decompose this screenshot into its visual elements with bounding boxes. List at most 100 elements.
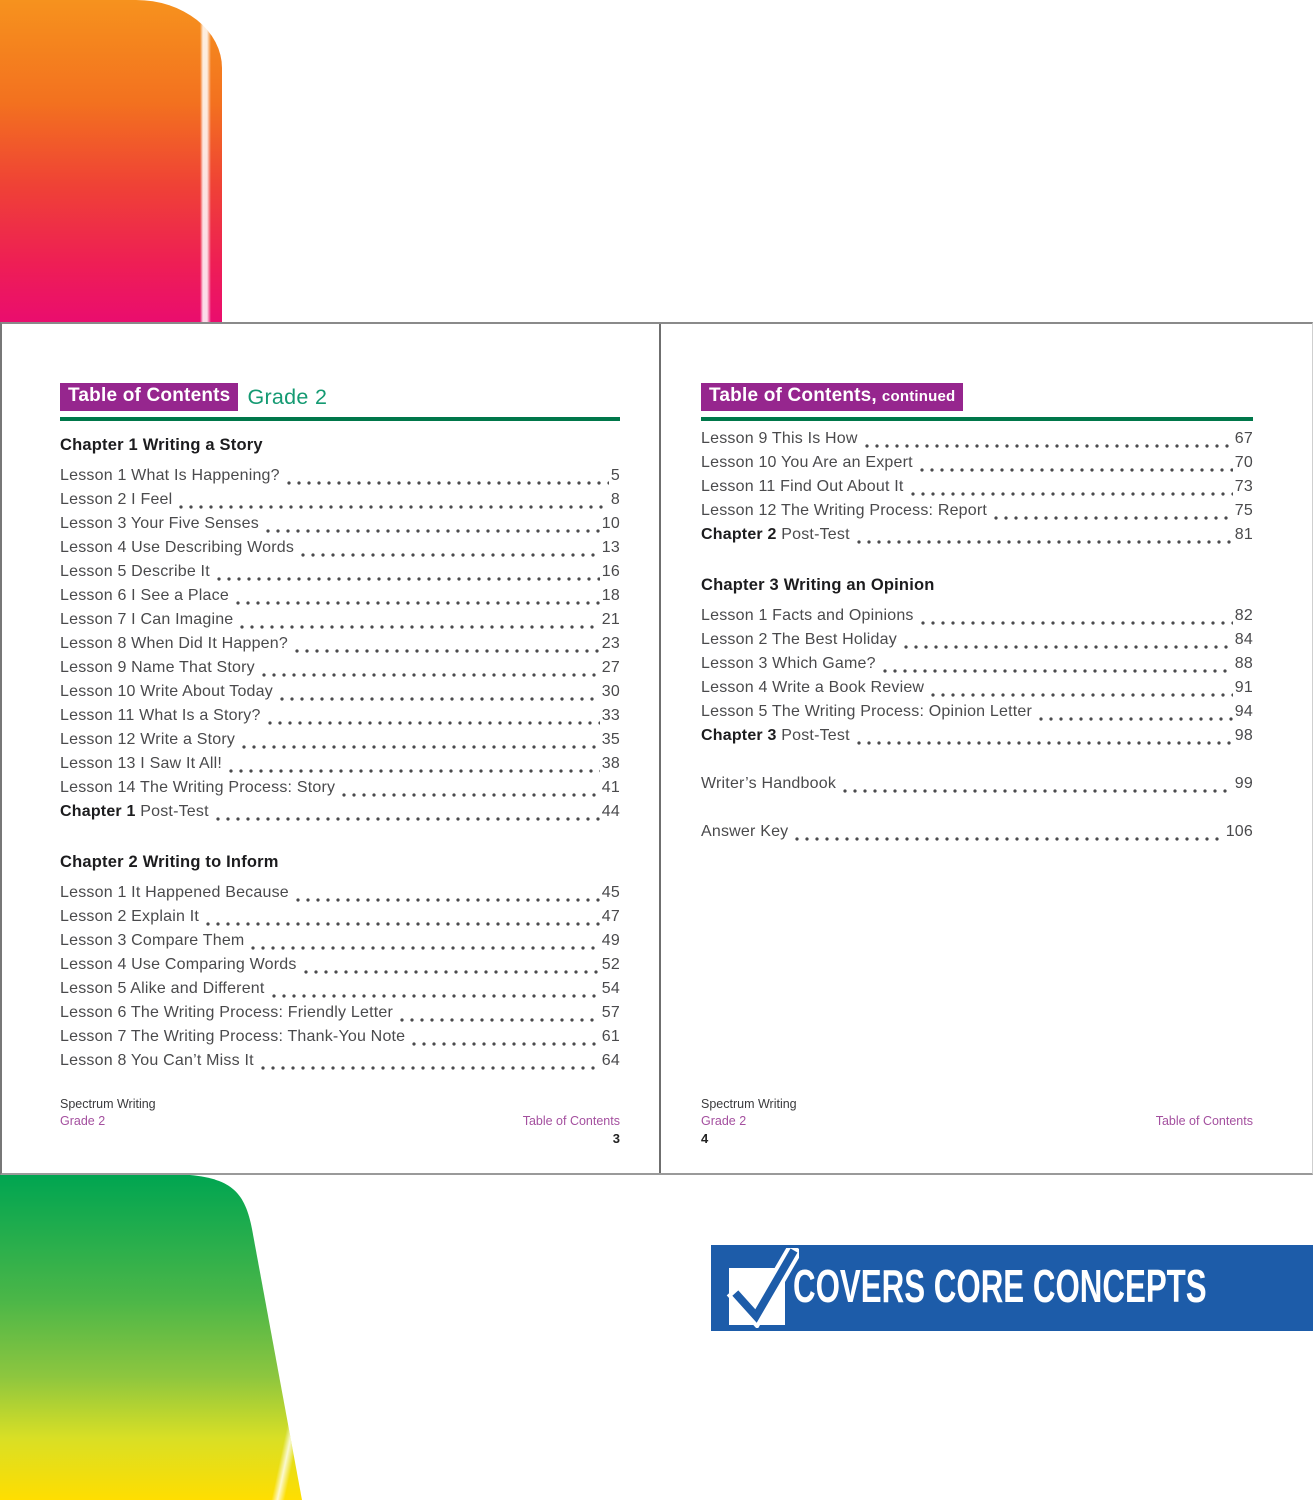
toc-entry-label: Lesson 10 Write About Today	[60, 683, 273, 700]
toc-entry-label: Lesson 4 Use Describing Words	[60, 539, 295, 556]
toc-entry-label: Lesson 3 Compare Them	[60, 932, 245, 949]
toc-leader-dots	[260, 1066, 600, 1070]
toc-entry-label: Lesson 7 The Writing Process: Thank-You …	[60, 1028, 406, 1045]
toc-entry-label: Lesson 14 The Writing Process: Story	[60, 779, 336, 796]
toc-entry-page: 27	[601, 659, 620, 676]
chapter-heading: Chapter 2 Writing to Inform	[60, 853, 279, 871]
toc-list: Lesson 1 Facts and Opinions 82 Lesson 2 Th…	[701, 607, 1253, 751]
footer-series: Spectrum Writing	[60, 1097, 156, 1111]
toc-leader-dots	[1039, 717, 1233, 721]
toc-entry: Lesson 4 Use Comparing Words 52	[60, 956, 620, 980]
toc-leader-dots	[994, 516, 1233, 520]
toc-entry-label: Lesson 11 What Is a Story?	[60, 707, 261, 724]
toc-entry: Lesson 10 Write About Today 30	[60, 683, 620, 707]
toc-spread: Table of Contents Grade 2 Chapter 1 Writ…	[0, 322, 1313, 1175]
toc-list: Writer’s Handbook 99	[701, 775, 1253, 799]
toc-entry: Lesson 3 Compare Them 49	[60, 932, 620, 956]
toc-entry-label: Lesson 3 Which Game?	[701, 655, 876, 672]
toc-entry-page: 98	[1234, 727, 1253, 744]
toc-leader-dots	[342, 793, 600, 797]
toc-leader-dots	[229, 769, 600, 773]
page-title-banner: Table of Contents, continued	[701, 383, 964, 411]
toc-entry-label: Lesson 7 I Can Imagine	[60, 611, 234, 628]
toc-entry-page: 94	[1234, 703, 1253, 720]
toc-entry-label: Lesson 4 Write a Book Review	[701, 679, 925, 696]
toc-entry-label: Chapter 1 Post-Test	[60, 803, 209, 820]
toc-entry: Lesson 11 Find Out About It 73	[701, 478, 1253, 502]
page-footer: Spectrum Writing Grade 2 4 Table of Cont…	[701, 1096, 1253, 1147]
toc-sections: Chapter 1 Writing a Story Lesson 1 What I…	[60, 436, 620, 1076]
toc-leader-dots	[795, 837, 1224, 841]
toc-entry-label: Answer Key	[701, 823, 789, 840]
toc-entry-page: 70	[1234, 454, 1253, 471]
toc-leader-dots	[294, 649, 600, 653]
toc-entry-page: 47	[601, 908, 620, 925]
toc-leader-dots	[261, 673, 600, 677]
toc-entry-page: 38	[601, 755, 620, 772]
toc-leader-dots	[864, 444, 1233, 448]
toc-entry: Lesson 5 The Writing Process: Opinion Le…	[701, 703, 1253, 727]
decor-gradient-top-left	[0, 0, 222, 322]
toc-entry-label: Lesson 9 Name That Story	[60, 659, 255, 676]
toc-entry-page: 44	[601, 803, 620, 820]
toc-entry: Lesson 3 Your Five Senses 10	[60, 515, 620, 539]
toc-entry-label: Lesson 11 Find Out About It	[701, 478, 904, 495]
toc-entry-page: 99	[1234, 775, 1253, 792]
toc-entry: Lesson 2 I Feel 8	[60, 491, 620, 515]
toc-entry-label: Lesson 2 Explain It	[60, 908, 199, 925]
toc-entry-page: 82	[1234, 607, 1253, 624]
toc-entry-page: 67	[1234, 430, 1253, 447]
section-rule	[701, 417, 1253, 421]
toc-leader-dots	[179, 505, 609, 509]
toc-entry-label: Chapter 2 Post-Test	[701, 526, 850, 543]
footer-page-number: 4	[701, 1131, 709, 1146]
page-title-continued: continued	[881, 388, 956, 405]
toc-entry-page: 33	[601, 707, 620, 724]
toc-leader-dots	[286, 481, 609, 485]
toc-leader-dots	[215, 817, 600, 821]
toc-entry-label: Lesson 5 Alike and Different	[60, 980, 265, 997]
toc-leader-dots	[295, 898, 600, 902]
toc-entry: Lesson 3 Which Game? 88	[701, 655, 1253, 679]
footer-series: Spectrum Writing	[701, 1097, 797, 1111]
toc-leader-dots	[856, 540, 1233, 544]
page-title: Table of Contents,	[709, 385, 877, 406]
toc-entry-page: 73	[1234, 478, 1253, 495]
toc-leader-dots	[216, 577, 600, 581]
toc-entry-label: Chapter 3 Post-Test	[701, 727, 850, 744]
toc-entry-page: 5	[610, 467, 620, 484]
toc-leader-dots	[920, 621, 1233, 625]
toc-entry-page: 21	[601, 611, 620, 628]
toc-entry: Lesson 1 It Happened Because 45	[60, 884, 620, 908]
section-rule	[60, 417, 620, 421]
toc-entry: Lesson 9 Name That Story 27	[60, 659, 620, 683]
toc-entry-page: 106	[1225, 823, 1253, 840]
toc-entry: Answer Key 106	[701, 823, 1253, 847]
core-concepts-label: COVERS CORE CONCEPTS	[793, 1259, 1207, 1312]
toc-entry-page: 91	[1234, 679, 1253, 696]
toc-entry-page: 61	[601, 1028, 620, 1045]
footer-section: Table of Contents	[522, 1114, 620, 1128]
toc-list: Lesson 1 What Is Happening? 5 Lesson 2 I F…	[60, 467, 620, 827]
toc-entry: Lesson 12 The Writing Process: Report 75	[701, 502, 1253, 526]
toc-entry-label: Lesson 5 Describe It	[60, 563, 210, 580]
toc-entry: Lesson 6 I See a Place 18	[60, 587, 620, 611]
toc-leader-dots	[235, 601, 600, 605]
page-title-banner: Table of Contents	[60, 383, 239, 411]
toc-entry: Lesson 5 Alike and Different 54	[60, 980, 620, 1004]
decor-gradient-bottom-left	[0, 1175, 302, 1500]
toc-list: Lesson 9 This Is How 67 Lesson 10 You Are …	[701, 430, 1253, 550]
toc-leader-dots	[301, 553, 600, 557]
toc-leader-dots	[910, 492, 1233, 496]
page-footer: Spectrum Writing Grade 2 Table of Conten…	[60, 1096, 620, 1147]
toc-entry-label: Lesson 1 It Happened Because	[60, 884, 289, 901]
toc-leader-dots	[919, 468, 1233, 472]
toc-entry: Lesson 9 This Is How 67	[701, 430, 1253, 454]
toc-entry-label: Lesson 4 Use Comparing Words	[60, 956, 297, 973]
toc-entry-label: Writer’s Handbook	[701, 775, 837, 792]
toc-entry-page: 30	[601, 683, 620, 700]
toc-entry: Lesson 8 When Did It Happen? 23	[60, 635, 620, 659]
toc-leader-dots	[400, 1018, 600, 1022]
toc-entry-page: 16	[601, 563, 620, 580]
toc-list: Answer Key 106	[701, 823, 1253, 847]
